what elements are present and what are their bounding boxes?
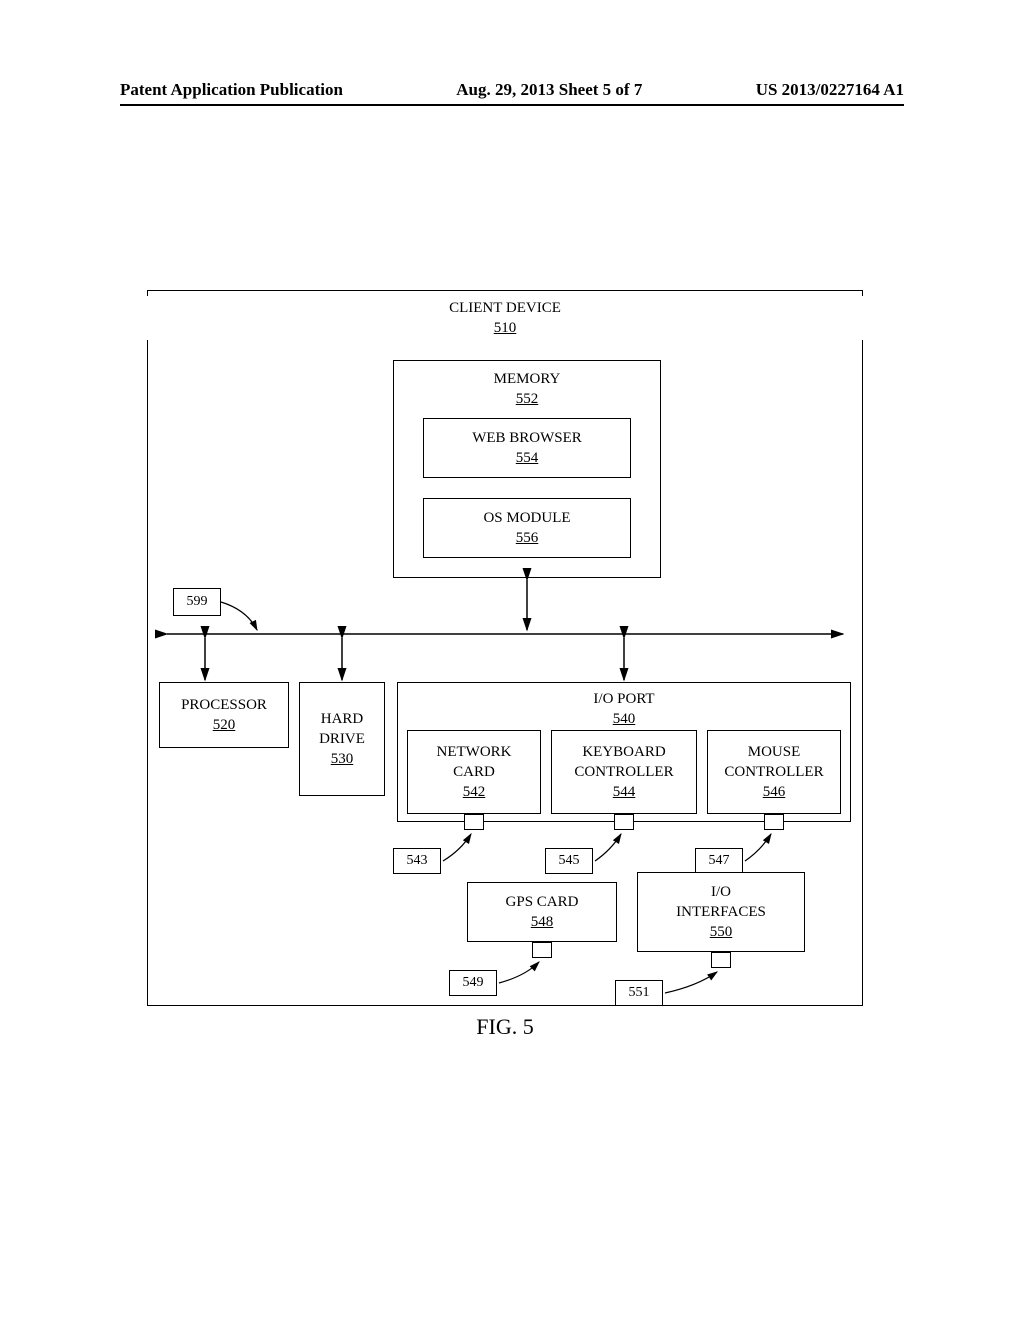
- figure-5: CLIENT DEVICE 510 MEMORY 552 WEB BROWSER…: [147, 290, 863, 1040]
- connectors-svg: [147, 290, 863, 1006]
- figure-caption: FIG. 5: [147, 1014, 863, 1040]
- figure-caption-text: FIG. 5: [476, 1014, 533, 1039]
- header-right: US 2013/0227164 A1: [756, 80, 904, 100]
- header-left: Patent Application Publication: [120, 80, 343, 100]
- publication-header: Patent Application Publication Aug. 29, …: [120, 80, 904, 106]
- header-center: Aug. 29, 2013 Sheet 5 of 7: [456, 80, 642, 100]
